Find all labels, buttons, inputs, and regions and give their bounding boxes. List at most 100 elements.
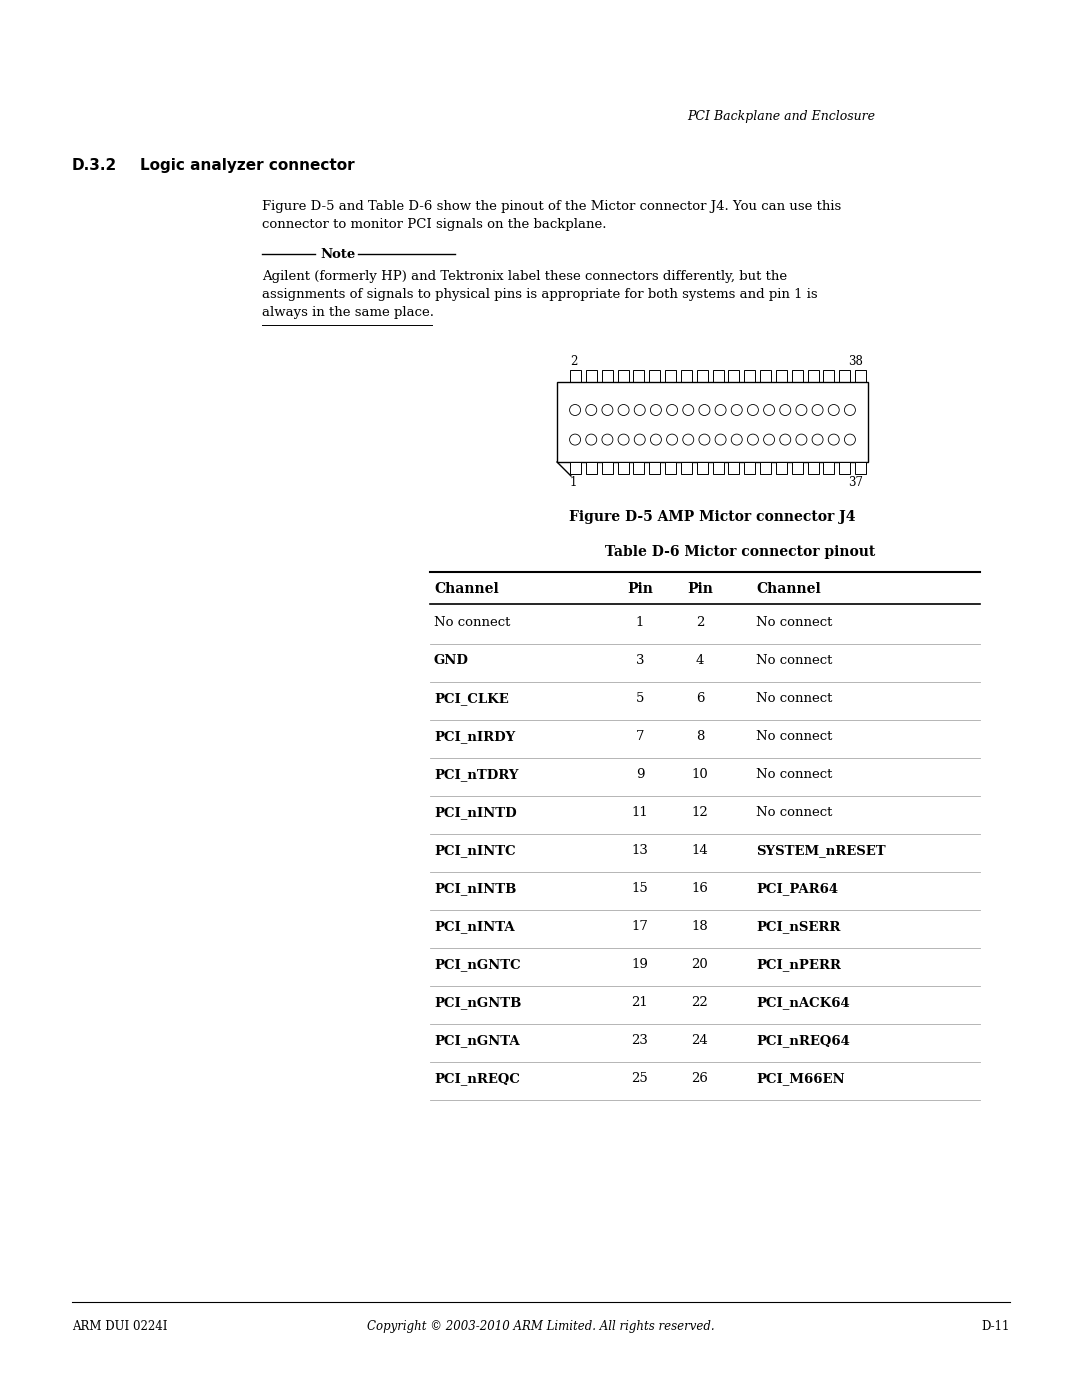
Bar bbox=[570, 370, 581, 381]
Bar bbox=[680, 370, 692, 381]
Text: 5: 5 bbox=[636, 692, 644, 705]
Bar bbox=[618, 462, 629, 474]
Bar bbox=[823, 370, 835, 381]
Text: Note: Note bbox=[320, 249, 355, 261]
Bar bbox=[855, 462, 866, 474]
Bar bbox=[728, 462, 740, 474]
Circle shape bbox=[780, 405, 791, 415]
Text: assignments of signals to physical pins is appropriate for both systems and pin : assignments of signals to physical pins … bbox=[262, 288, 818, 300]
Text: PCI_M66EN: PCI_M66EN bbox=[756, 1071, 845, 1085]
Text: 11: 11 bbox=[632, 806, 648, 819]
Circle shape bbox=[715, 434, 726, 446]
Text: 37: 37 bbox=[848, 476, 863, 489]
Circle shape bbox=[634, 434, 645, 446]
Text: 2: 2 bbox=[570, 355, 578, 367]
Circle shape bbox=[666, 434, 677, 446]
Bar bbox=[713, 462, 724, 474]
Circle shape bbox=[747, 405, 758, 415]
Circle shape bbox=[650, 405, 661, 415]
Text: 19: 19 bbox=[632, 958, 648, 971]
Text: PCI_nPERR: PCI_nPERR bbox=[756, 958, 841, 971]
Text: 21: 21 bbox=[632, 996, 648, 1009]
Text: PCI_nSERR: PCI_nSERR bbox=[756, 921, 840, 933]
Bar bbox=[680, 462, 692, 474]
Circle shape bbox=[715, 405, 726, 415]
Bar bbox=[775, 462, 787, 474]
Text: PCI_nTDRY: PCI_nTDRY bbox=[434, 768, 518, 781]
Bar bbox=[839, 370, 850, 381]
Circle shape bbox=[569, 405, 581, 415]
Text: 38: 38 bbox=[848, 355, 863, 367]
Bar bbox=[728, 370, 740, 381]
Text: GND: GND bbox=[434, 654, 469, 666]
Text: No connect: No connect bbox=[756, 768, 833, 781]
Circle shape bbox=[764, 434, 774, 446]
Circle shape bbox=[699, 434, 710, 446]
Text: 13: 13 bbox=[632, 844, 648, 856]
Text: PCI_nINTC: PCI_nINTC bbox=[434, 844, 515, 856]
Circle shape bbox=[796, 434, 807, 446]
Circle shape bbox=[828, 405, 839, 415]
Bar bbox=[792, 370, 802, 381]
Bar bbox=[633, 462, 645, 474]
Text: 15: 15 bbox=[632, 882, 648, 895]
Text: Logic analyzer connector: Logic analyzer connector bbox=[140, 158, 354, 173]
Circle shape bbox=[812, 405, 823, 415]
Circle shape bbox=[731, 434, 742, 446]
Text: No connect: No connect bbox=[756, 654, 833, 666]
Text: No connect: No connect bbox=[756, 616, 833, 629]
Text: 14: 14 bbox=[691, 844, 708, 856]
Text: Table D-6 Mictor connector pinout: Table D-6 Mictor connector pinout bbox=[605, 545, 875, 559]
Text: connector to monitor PCI signals on the backplane.: connector to monitor PCI signals on the … bbox=[262, 218, 607, 231]
Text: PCI_nINTA: PCI_nINTA bbox=[434, 921, 515, 933]
Bar bbox=[775, 370, 787, 381]
Text: 2: 2 bbox=[696, 616, 704, 629]
Bar bbox=[808, 462, 819, 474]
Text: PCI_nINTD: PCI_nINTD bbox=[434, 806, 516, 819]
Bar bbox=[665, 462, 676, 474]
Bar bbox=[585, 370, 597, 381]
Text: No connect: No connect bbox=[756, 731, 833, 743]
Circle shape bbox=[747, 434, 758, 446]
Text: D.3.2: D.3.2 bbox=[72, 158, 118, 173]
Text: Channel: Channel bbox=[756, 583, 821, 597]
Text: 25: 25 bbox=[632, 1071, 648, 1085]
Bar bbox=[570, 462, 581, 474]
Circle shape bbox=[585, 434, 597, 446]
Text: 1: 1 bbox=[570, 476, 578, 489]
Text: Figure D-5 and Table D-6 show the pinout of the Mictor connector J4. You can use: Figure D-5 and Table D-6 show the pinout… bbox=[262, 200, 841, 212]
Bar bbox=[697, 370, 707, 381]
Text: 1: 1 bbox=[636, 616, 644, 629]
Text: PCI_nREQC: PCI_nREQC bbox=[434, 1071, 519, 1085]
Text: Pin: Pin bbox=[627, 583, 653, 597]
Text: 23: 23 bbox=[632, 1034, 648, 1046]
Circle shape bbox=[683, 405, 693, 415]
Text: 7: 7 bbox=[636, 731, 645, 743]
Text: No connect: No connect bbox=[756, 806, 833, 819]
Circle shape bbox=[602, 405, 613, 415]
Circle shape bbox=[780, 434, 791, 446]
Circle shape bbox=[650, 434, 661, 446]
Text: PCI Backplane and Enclosure: PCI Backplane and Enclosure bbox=[687, 110, 875, 123]
Text: 18: 18 bbox=[691, 921, 708, 933]
Text: PCI_nACK64: PCI_nACK64 bbox=[756, 996, 850, 1009]
Text: Figure D-5 AMP Mictor connector J4: Figure D-5 AMP Mictor connector J4 bbox=[569, 510, 855, 524]
Circle shape bbox=[812, 434, 823, 446]
Text: Agilent (formerly HP) and Tektronix label these connectors differently, but the: Agilent (formerly HP) and Tektronix labe… bbox=[262, 270, 787, 284]
Text: Channel: Channel bbox=[434, 583, 499, 597]
Text: Copyright © 2003-2010 ARM Limited. All rights reserved.: Copyright © 2003-2010 ARM Limited. All r… bbox=[367, 1320, 715, 1333]
Text: No connect: No connect bbox=[756, 692, 833, 705]
Text: 8: 8 bbox=[696, 731, 704, 743]
Bar bbox=[602, 462, 612, 474]
Circle shape bbox=[764, 405, 774, 415]
Text: PCI_nGNTB: PCI_nGNTB bbox=[434, 996, 522, 1009]
Bar bbox=[839, 462, 850, 474]
Circle shape bbox=[845, 434, 855, 446]
Text: 22: 22 bbox=[691, 996, 708, 1009]
Circle shape bbox=[683, 434, 693, 446]
Bar bbox=[649, 462, 660, 474]
Circle shape bbox=[845, 405, 855, 415]
Bar bbox=[760, 462, 771, 474]
Circle shape bbox=[796, 405, 807, 415]
Text: PCI_PAR64: PCI_PAR64 bbox=[756, 882, 838, 895]
